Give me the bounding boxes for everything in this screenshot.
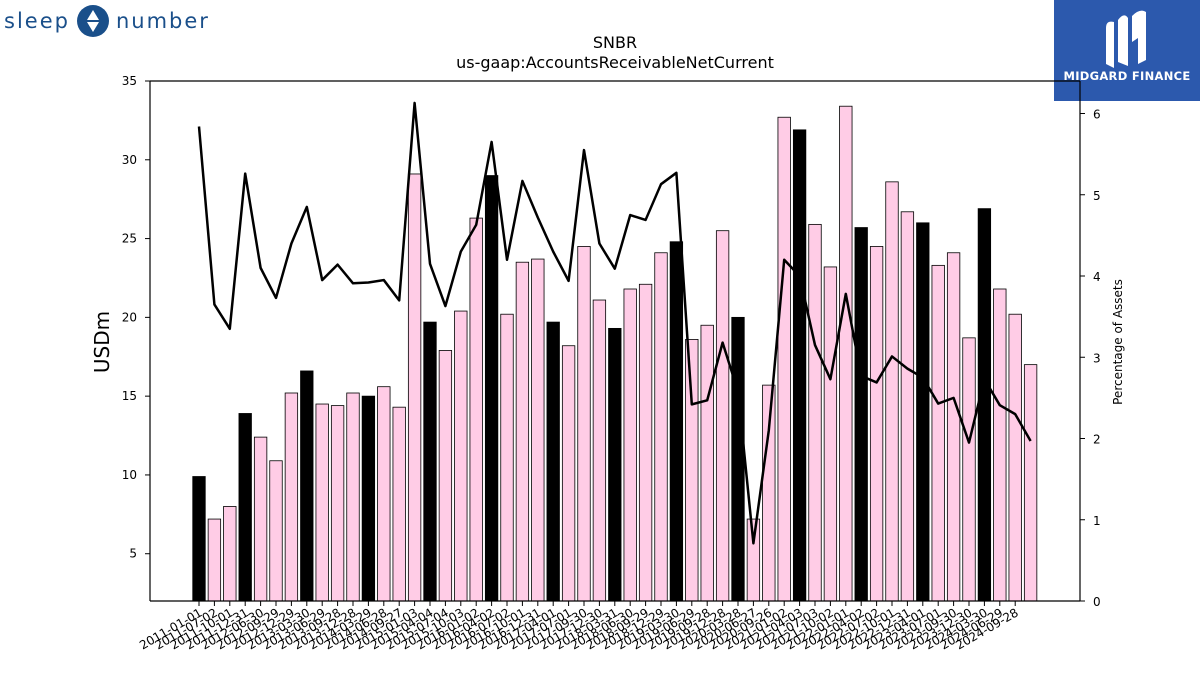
sleep-number-logo: sleep number [4,2,210,40]
bar [346,392,360,602]
bar [977,208,992,602]
y-tick-right-label: 2 [1093,433,1101,447]
logo-word-number: number [115,9,210,33]
chart-title: SNBR [593,33,637,52]
bar [823,266,838,602]
series-line [197,101,1032,545]
bar [777,116,791,602]
bar [900,211,915,602]
y-tick-label: 15 [122,389,137,403]
sleep-number-logo-icon [76,5,109,37]
bar [377,386,391,602]
bar [854,227,868,602]
bar [546,321,560,602]
y-tick-label: 35 [122,74,137,88]
bar [669,241,684,602]
bar [731,316,745,602]
bar [315,403,329,602]
bar [469,217,483,602]
y-tick-label: 20 [122,310,137,324]
bar [608,327,622,602]
bar [515,261,530,602]
bar [392,406,406,602]
x-ticks-group: 2011-01-012011-07-022011-10-012011-12-31… [137,601,1021,652]
logo-word-sleep: sleep [4,9,70,33]
y-tick-label: 10 [122,468,137,482]
bar [700,324,714,602]
bar [484,175,499,602]
y-tick-right-label: 5 [1093,189,1101,203]
line-group [197,101,1032,545]
bar [931,264,945,602]
midgard-finance-logo: MIDGARD FINANCE [1054,0,1200,101]
bar [1008,313,1022,602]
bar [685,339,699,602]
bar [808,223,822,602]
bar [284,392,299,602]
bar [592,299,607,602]
bar [223,506,237,602]
bar [792,129,807,602]
bar [407,173,422,602]
y-tick-right-label: 3 [1093,351,1101,365]
y-tick-right-label: 6 [1093,108,1101,122]
bars-group [192,105,1038,602]
bar [715,230,730,602]
bar [500,313,514,602]
bar [623,288,637,602]
y-tick-label: 30 [122,153,137,167]
y-tick-right-label: 0 [1093,595,1101,609]
midgard-logo-text: MIDGARD FINANCE [1063,69,1191,83]
bar [916,222,930,602]
y-tick-right-label: 1 [1093,514,1101,528]
bar [438,350,453,602]
bar [300,370,314,602]
bar [946,252,961,602]
bar [207,518,222,602]
bar [638,283,653,602]
y-ticks-right-group: 0 1 2 3 4 5 6 [1080,108,1101,609]
bar [869,246,884,602]
bar [577,246,591,602]
bar [423,321,437,602]
bar [885,181,899,602]
bar [361,395,376,602]
bar [531,258,545,602]
bar [192,476,206,602]
bar [962,337,976,602]
y-ticks-group: 5 10 15 20 25 30 35 [122,74,150,561]
bar [993,288,1007,602]
y-axis-right-label: Percentage of Assets [1111,279,1125,405]
bar [330,405,345,602]
bar [253,436,268,602]
y-tick-label: 25 [122,232,137,246]
y-axis-label: USDm [90,311,114,373]
bar [654,252,668,602]
y-tick-label: 5 [129,547,137,561]
bar [839,105,853,602]
bar [269,460,283,602]
bar [238,413,252,602]
midgard-logo-icon [1106,10,1146,69]
bar [454,310,468,602]
chart-subtitle: us-gaap:AccountsReceivableNetCurrent [456,53,774,72]
y-tick-right-label: 4 [1093,270,1101,284]
bar [1023,364,1038,602]
bar [561,345,576,602]
